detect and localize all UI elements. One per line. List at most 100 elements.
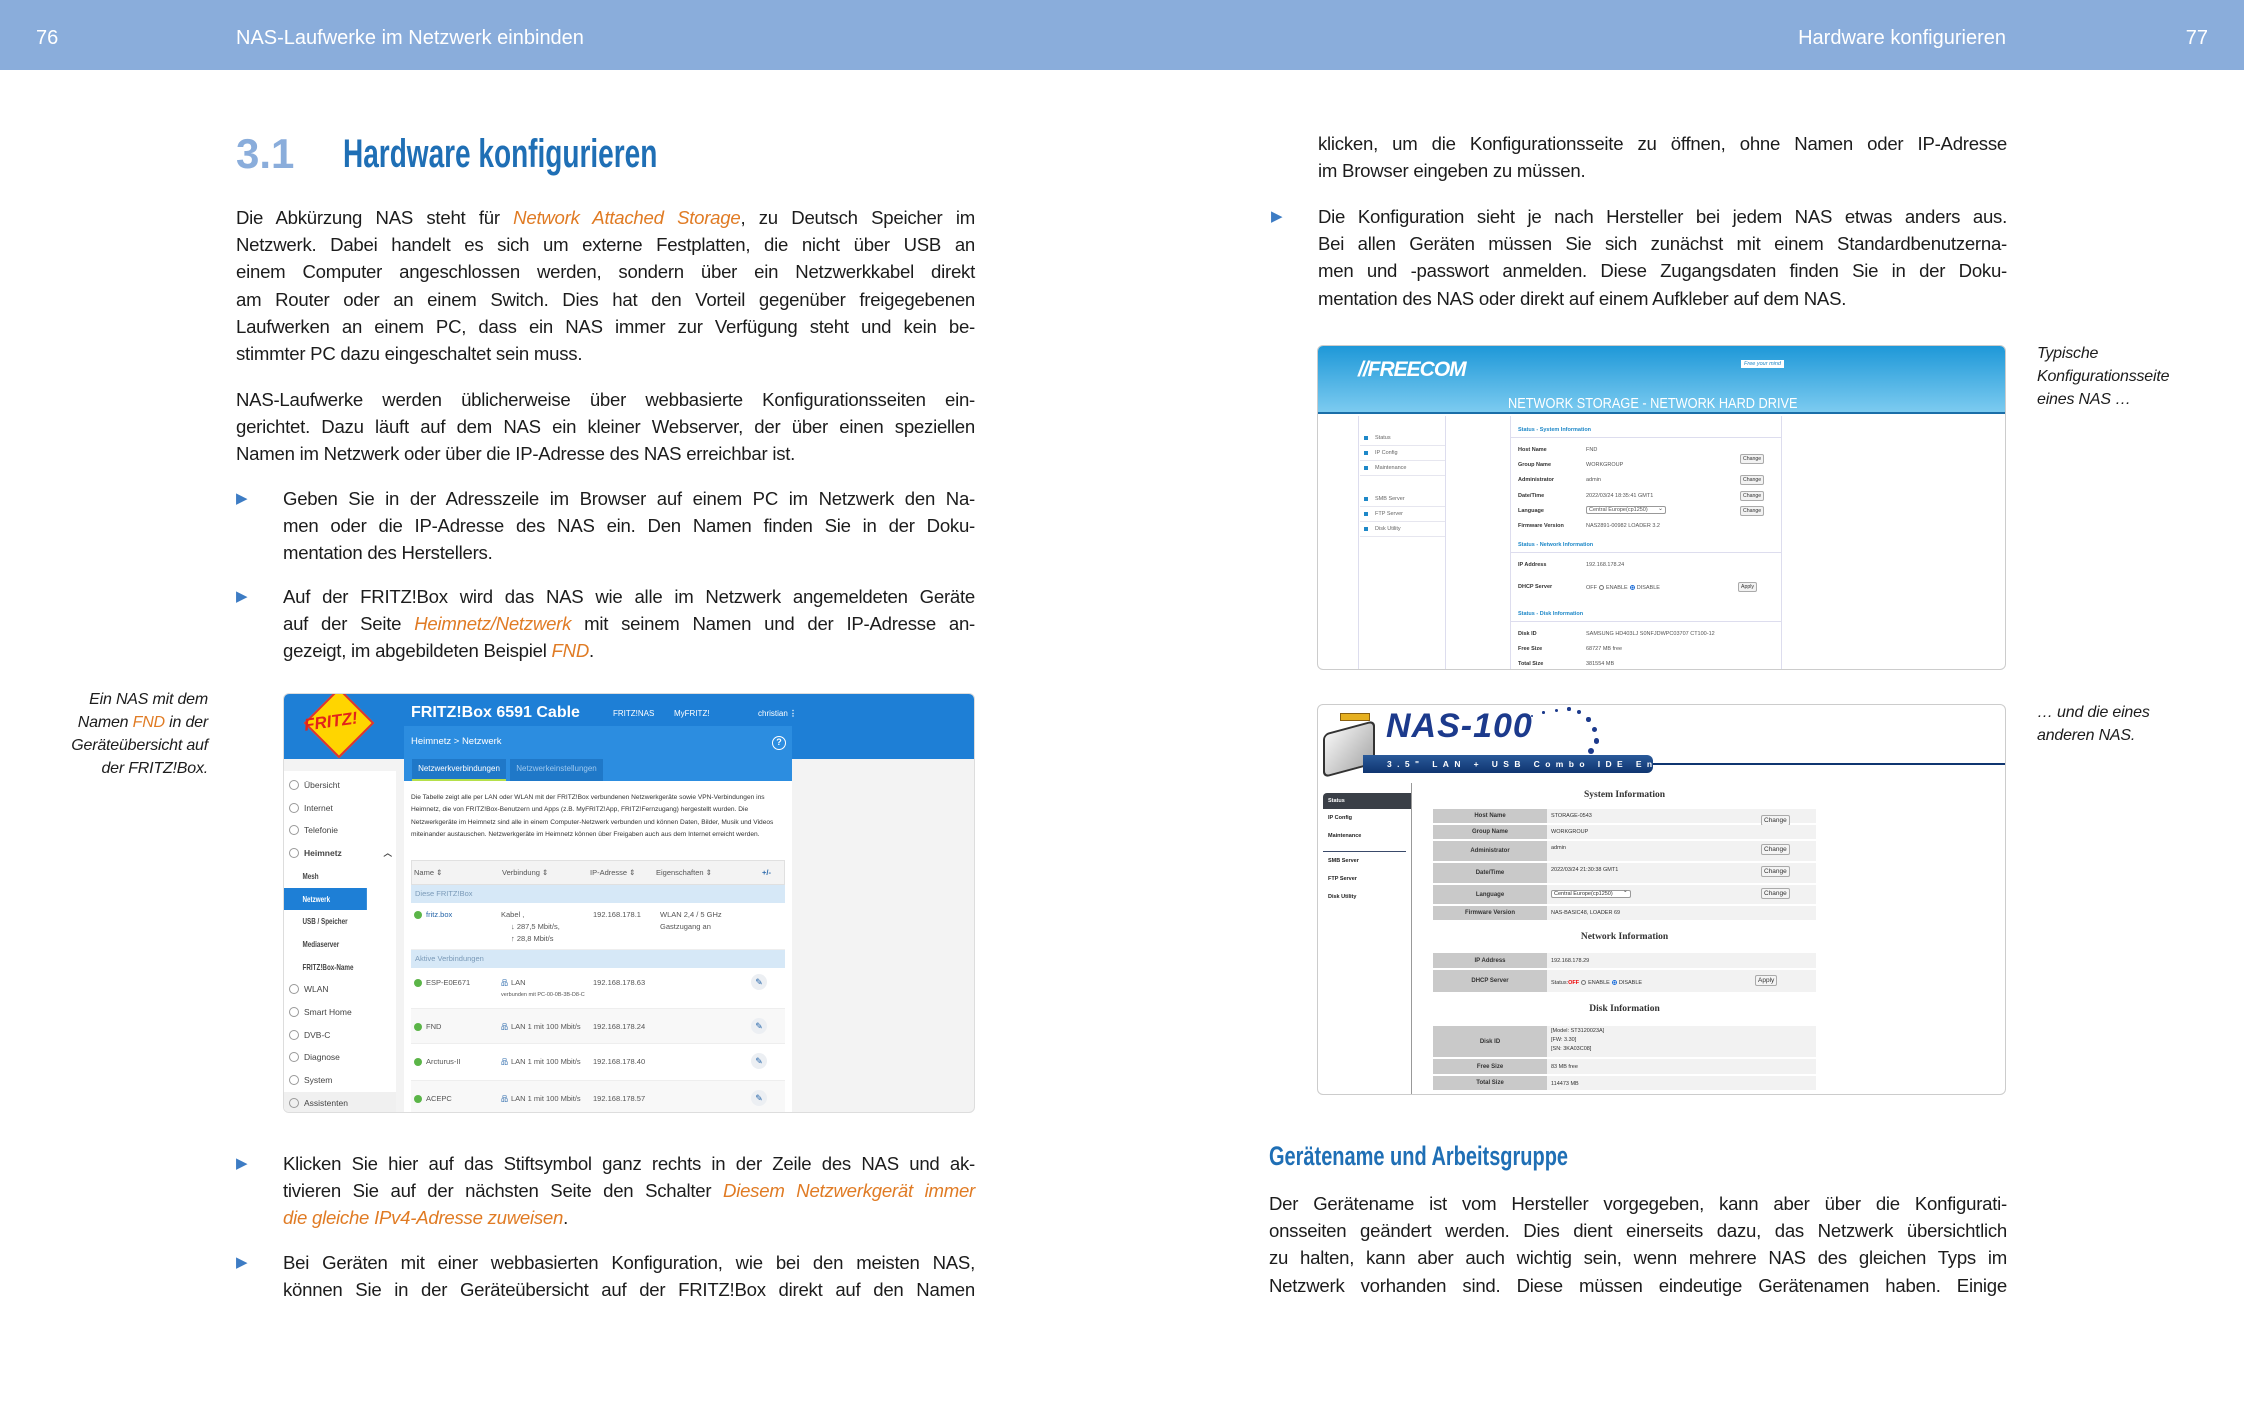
device-name[interactable]: Arcturus-II [426,1057,461,1066]
text-line: … und die eines [2037,701,2227,724]
fritz-sidebar-item[interactable]: Internet [284,797,396,819]
freecom-menu-item[interactable]: SMB Server [1360,492,1445,507]
lan-icon: 品 [501,980,508,987]
fritz-sidebar-item[interactable]: Mesh [284,865,367,887]
radio-enable[interactable] [1599,585,1604,591]
column-ip[interactable]: IP-Adresse ⇕ [590,868,636,877]
tab-netzwerkeinstellungen[interactable]: Netzwerkeinstellungen [510,759,603,781]
field-label: Total Size [1518,661,1544,668]
field-value: [Model: ST3120023A] [1551,1028,1605,1034]
text-line: klicken, um die Konfigurationsseite zu ö… [1318,130,2007,157]
fritz-breadcrumb[interactable]: Heimnetz > Netzwerk [411,736,502,747]
device-name-link[interactable]: fritz.box [426,910,453,919]
bullet-icon: ▶ [236,1155,248,1172]
fritz-sidebar-item[interactable]: System [284,1069,396,1091]
field-label: Free Size [1518,646,1543,653]
table-row: ESP-E0E671 品 LAN verbunden mit PC-00-0B-3B-… [411,968,785,1009]
menu-item-icon [289,1075,299,1086]
freecom-menu-item[interactable]: Status [1360,431,1445,446]
text-run: Namen im Netzwerk oder über die IP-Adres… [236,443,796,465]
chevron-up-icon[interactable]: ︿ [383,848,392,859]
nas-menu-item[interactable]: SMB Server [1328,858,1359,864]
radio-enable[interactable] [1581,980,1587,986]
fritz-nav-myfritz[interactable]: MyFRITZ! [674,709,710,718]
fritz-sidebar-item[interactable]: FRITZ!Box-Name [284,956,367,978]
fritz-sidebar-item[interactable]: DVB-C [284,1024,396,1046]
chevron-down-icon[interactable]: ⌄ [1658,505,1664,512]
emphasis-term: die gleiche IPv4-Adresse zuweisen [283,1207,564,1229]
edit-pencil-icon[interactable]: ✎ [751,1090,767,1106]
freecom-menu-item[interactable]: FTP Server [1360,507,1445,522]
fritz-sidebar-item[interactable]: Netzwerk [284,887,367,910]
change-button[interactable]: Change [1761,844,1790,855]
fritz-user-menu[interactable]: christian [758,709,788,718]
column-eigenschaften[interactable]: Eigenschaften ⇕ [656,868,712,877]
edit-pencil-icon[interactable]: ✎ [751,1018,767,1034]
fritz-sidebar-item[interactable]: Smart Home [284,1001,396,1023]
field-value: 83 MB free [1551,1064,1578,1070]
change-button[interactable]: Change [1740,454,1765,464]
edit-pencil-icon[interactable]: ✎ [751,974,767,990]
change-button[interactable]: Change [1740,475,1765,486]
fritz-sidebar-item[interactable]: Heimnetz ︿ [284,842,396,864]
ip-address: 192.168.178.40 [593,1057,646,1066]
text-line: am Router oder an einem Switch. Dies hat… [236,286,975,313]
language-select[interactable]: Central Europe(cp1250) [1586,505,1666,514]
fritz-sidebar-item[interactable]: Mediaserver [284,933,367,955]
text-line: anderen NAS. [2037,724,2227,747]
change-button[interactable]: Change [1761,888,1790,899]
apply-button[interactable]: Apply [1755,975,1778,986]
radio-disable[interactable] [1629,585,1635,591]
field-label: Host Name [1518,447,1547,453]
freecom-menu-item[interactable]: IP Config [1360,446,1445,461]
chevron-down-icon[interactable]: ⌄ [1623,888,1628,894]
fritz-sidebar-item[interactable]: WLAN [284,978,396,1000]
device-name[interactable]: FND [426,1022,442,1031]
column-settings-icon[interactable]: +/- [762,868,771,877]
edit-pencil-icon[interactable]: ✎ [751,1053,767,1069]
freecom-header [1318,346,2005,414]
fritz-table-header: Name ⇕ Verbindung ⇕ IP-Adresse ⇕ Eigensc… [411,860,785,885]
change-button[interactable]: Change [1761,866,1790,877]
text-run: , zu Deutsch Speicher im [740,207,975,228]
text-line: eines NAS … [2037,388,2227,411]
tab-netzwerkverbindungen[interactable]: Netzwerkverbindungen [412,759,506,781]
help-icon[interactable]: ? [772,736,786,750]
device-name[interactable]: ESP-E0E671 [426,978,471,987]
nas-menu-item[interactable]: Status [1323,793,1411,809]
fritz-sidebar-item[interactable]: Übersicht [284,774,396,796]
margin-note-fritzbox: Ein NAS mit dem Namen FND in der Geräteübe… [40,688,208,780]
text-run: der FRITZ!Box. [101,760,208,777]
text-line: zu halten, kann aber auch wichtig sein, … [1269,1244,2007,1271]
text-run: gezeigt, im abgebildeten Beispiel [283,640,552,662]
freecom-menu-item[interactable]: Maintenance [1360,461,1445,476]
table-row: fritz.box Kabel , ↓ 287,5 Mbit/s, ↑ 28,8… [411,903,785,950]
apply-button[interactable]: Apply [1738,582,1757,592]
fritz-sidebar-item[interactable]: USB / Speicher [284,910,367,932]
nas-menu-item[interactable]: IP Config [1328,815,1353,821]
column-name[interactable]: Name ⇕ [414,868,443,877]
fritz-sidebar-item[interactable]: Assistenten [284,1091,396,1112]
fritz-nav-fritznas[interactable]: FRITZ!NAS [613,709,655,718]
nas-menu-item[interactable]: Maintenance [1328,833,1362,839]
more-vertical-icon[interactable]: ⋮ [789,709,797,718]
fritz-sidebar-item[interactable]: Diagnose [284,1046,396,1068]
text-run: Auf der FRITZ!Box wird das NAS wie alle … [283,586,975,607]
change-button[interactable]: Change [1740,505,1765,516]
field-label: Language [1433,885,1547,904]
language-select[interactable]: Central Europe(cp1250) [1551,890,1631,898]
divider [1323,851,1406,852]
column-verbindung[interactable]: Verbindung ⇕ [502,868,549,877]
fritz-sidebar-item[interactable]: Telefonie [284,819,396,841]
fritz-sidebar-label: Mesh [302,870,319,881]
text-line: Ein NAS mit dem [40,688,208,711]
fritzbox-screenshot: FRITZ! FRITZ!Box 6591 Cable FRITZ!NAS My… [283,693,975,1113]
freecom-menu-item[interactable]: Disk Utility [1360,522,1445,537]
text-line: Auf der FRITZ!Box wird das NAS wie alle … [283,583,975,610]
divider [1510,552,1781,553]
nas-menu-item[interactable]: FTP Server [1328,876,1357,882]
nas-menu-item[interactable]: Disk Utility [1328,894,1357,900]
change-button[interactable]: Change [1740,490,1765,501]
device-name[interactable]: ACEPC [426,1094,452,1103]
radio-disable[interactable] [1611,980,1617,986]
